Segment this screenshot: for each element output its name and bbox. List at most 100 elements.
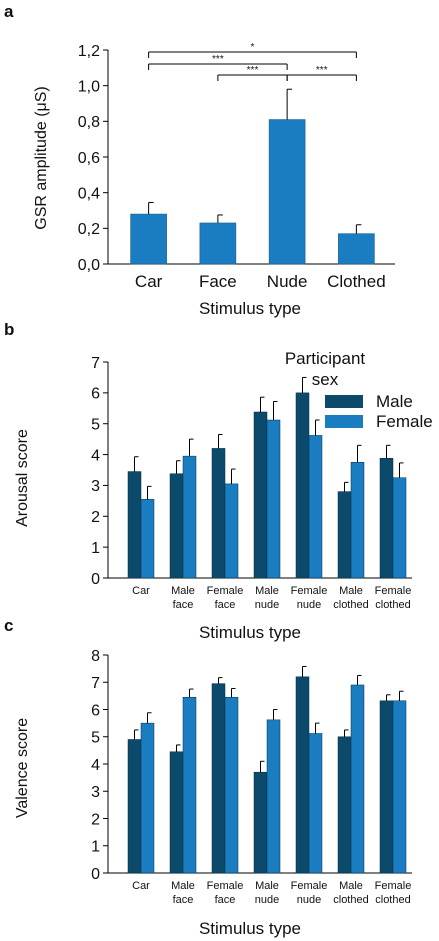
x-tick-label: Male clothed <box>333 880 368 906</box>
bar-female <box>140 499 155 579</box>
panel-letter-c: c <box>4 616 13 635</box>
bar-male <box>253 771 268 874</box>
panel-letter-b: b <box>4 320 14 339</box>
bar-female <box>224 483 239 579</box>
y-tick-label: 4 <box>91 757 100 774</box>
bar-female <box>392 700 407 874</box>
bar-female <box>308 435 323 579</box>
bar-female <box>182 696 197 874</box>
y-tick-label: 3 <box>91 478 100 495</box>
legend-swatch-male <box>325 395 363 408</box>
x-axis-label: Stimulus type <box>199 919 301 938</box>
significance-bracket: * <box>148 42 357 58</box>
x-tick-label-line: Female <box>207 585 244 597</box>
legend-label-male: Male <box>376 392 413 411</box>
y-tick-label: 0,4 <box>78 185 100 202</box>
y-tick-label: 0,8 <box>78 114 100 131</box>
x-tick-label: Female face <box>207 585 244 611</box>
y-tick-label: 6 <box>91 702 100 719</box>
panel-a: a GSR amplitude (μS) Stimulus type 0,0 0,… <box>4 2 395 318</box>
x-tick-label-line: Male <box>339 585 363 597</box>
x-tick-label-line: face <box>173 599 194 611</box>
x-tick-label-line: face <box>215 599 236 611</box>
x-axis-label: Stimulus type <box>199 623 301 642</box>
x-tick-label: Male face <box>171 585 195 611</box>
x-axis-label: Stimulus type <box>199 299 301 318</box>
x-tick-label: Male face <box>171 880 195 906</box>
x-tick-label: Nude <box>267 272 308 291</box>
x-tick-label: Female nude <box>291 585 328 611</box>
x-tick-label: Car <box>132 880 150 892</box>
x-tick-label: Male nude <box>255 880 279 906</box>
bar-male <box>127 471 142 579</box>
y-tick-label: 2 <box>91 509 100 526</box>
x-tick-label: Female clothed <box>375 880 412 906</box>
bar-female <box>182 455 197 579</box>
legend-label-female: Female <box>376 412 433 431</box>
x-tick-label-line: face <box>215 894 236 906</box>
bar-female <box>266 419 281 579</box>
y-tick-label: 2 <box>91 811 100 828</box>
bar-male <box>337 736 352 874</box>
x-tick-label-line: Male <box>255 585 279 597</box>
y-axis-label: Valence score <box>14 718 31 818</box>
x-tick-label: Car <box>132 585 150 597</box>
bar-female <box>350 462 365 579</box>
y-tick-label: 4 <box>91 447 100 464</box>
y-tick-label: 1 <box>91 540 100 557</box>
bar-male <box>379 700 394 874</box>
bar-female <box>308 733 323 874</box>
y-axis-label: GSR amplitude (μS) <box>33 86 50 229</box>
significance-bracket: *** <box>148 54 288 70</box>
legend-swatch-female <box>325 415 363 428</box>
bar-male <box>295 392 310 579</box>
x-tick-label: Female face <box>207 880 244 906</box>
x-tick-label: Face <box>199 272 237 291</box>
significance-bracket: *** <box>217 65 288 81</box>
bar-male <box>379 458 394 579</box>
y-tick-label: 5 <box>91 416 100 433</box>
bar-male <box>169 751 184 874</box>
panel-letter-a: a <box>4 2 14 21</box>
x-tick-label-line: face <box>173 894 194 906</box>
x-tick-label-line: Female <box>291 880 328 892</box>
y-tick-label: 1,0 <box>78 78 100 95</box>
bar-female <box>350 684 365 874</box>
x-tick-label: Female clothed <box>375 585 412 611</box>
bar-male <box>295 676 310 874</box>
y-tick-label: 3 <box>91 784 100 801</box>
x-tick-label-line: Male <box>171 880 195 892</box>
bar-male <box>211 448 226 579</box>
bar-female <box>140 722 155 874</box>
y-tick-label: 6 <box>91 386 100 403</box>
panel-b: b Arousal score Stimulus type 0 1 2 3 4 5 6 7 Ca… <box>4 320 433 642</box>
x-tick-label-line: clothed <box>333 599 368 611</box>
y-axis-label: Arousal score <box>14 429 31 527</box>
significance-label: *** <box>247 65 259 76</box>
y-tick-label: 7 <box>91 675 100 692</box>
y-tick-label: 0 <box>91 571 100 588</box>
x-tick-label: Clothed <box>327 272 386 291</box>
x-tick-label-line: Female <box>375 585 412 597</box>
x-tick-label-line: nude <box>255 894 279 906</box>
x-tick-label-line: Female <box>291 585 328 597</box>
y-tick-label: 7 <box>91 355 100 372</box>
x-tick-label: Male nude <box>255 585 279 611</box>
bar-car <box>130 213 167 265</box>
x-tick-label-line: Male <box>255 880 279 892</box>
x-tick-label-line: nude <box>297 894 321 906</box>
significance-label: *** <box>316 65 328 76</box>
plot-area: 0 1 2 3 4 5 6 7 Car Male face Female face Male nude Fem… <box>91 355 412 611</box>
y-tick-label: 5 <box>91 730 100 747</box>
x-tick-label-line: clothed <box>333 894 368 906</box>
bar-male <box>169 473 184 579</box>
y-tick-label: 0,0 <box>78 257 100 274</box>
bar-male <box>127 739 142 874</box>
significance-bracket: *** <box>286 65 357 81</box>
x-tick-label: Car <box>135 272 163 291</box>
x-tick-label-line: clothed <box>375 599 410 611</box>
bar-face <box>199 222 237 265</box>
x-tick-label-line: clothed <box>375 894 410 906</box>
x-tick-label-line: Male <box>171 585 195 597</box>
